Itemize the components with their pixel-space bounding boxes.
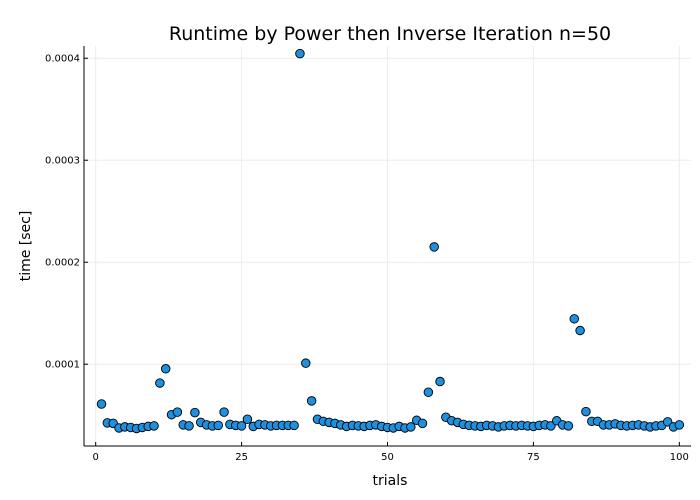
data-point xyxy=(581,406,591,417)
chart-title: Runtime by Power then Inverse Iteration … xyxy=(169,23,611,45)
data-point xyxy=(429,242,439,252)
data-points xyxy=(96,48,685,434)
data-point xyxy=(563,421,574,431)
data-point xyxy=(575,325,585,336)
data-point xyxy=(406,422,416,432)
data-point xyxy=(149,421,159,431)
data-point xyxy=(295,48,305,59)
data-point xyxy=(236,421,247,431)
x-axis-label: trials xyxy=(373,473,408,489)
grid xyxy=(84,46,691,446)
data-point xyxy=(172,407,183,417)
x-tick-label: 75 xyxy=(527,452,540,463)
y-tick-label: 0.0001 xyxy=(45,360,80,371)
data-point xyxy=(417,418,428,429)
x-tick-label: 100 xyxy=(670,452,689,463)
y-tick-label: 0.0004 xyxy=(45,54,80,65)
data-point xyxy=(435,376,445,387)
data-point xyxy=(289,420,299,431)
data-point xyxy=(184,421,194,431)
data-point xyxy=(569,314,580,324)
data-point xyxy=(160,364,171,374)
data-point xyxy=(674,420,685,430)
y-tick-label: 0.0002 xyxy=(45,258,80,269)
data-point xyxy=(219,407,229,417)
data-point xyxy=(190,407,200,418)
y-axis-label: time [sec] xyxy=(18,211,34,282)
data-point xyxy=(301,358,311,368)
data-point xyxy=(423,387,434,398)
data-point xyxy=(96,399,107,409)
x-tick-label: 25 xyxy=(235,452,248,463)
y-tick-label: 0.0003 xyxy=(45,156,80,167)
data-point xyxy=(213,420,223,431)
x-tick-label: 50 xyxy=(381,452,394,463)
x-tick-label: 0 xyxy=(92,452,98,463)
data-point xyxy=(306,396,317,406)
axis-ticks: 0 25 50 75 100 0.0001 0.0002 0.0003 0.0004 xyxy=(45,54,689,463)
data-point xyxy=(242,414,253,425)
data-point xyxy=(155,378,165,388)
